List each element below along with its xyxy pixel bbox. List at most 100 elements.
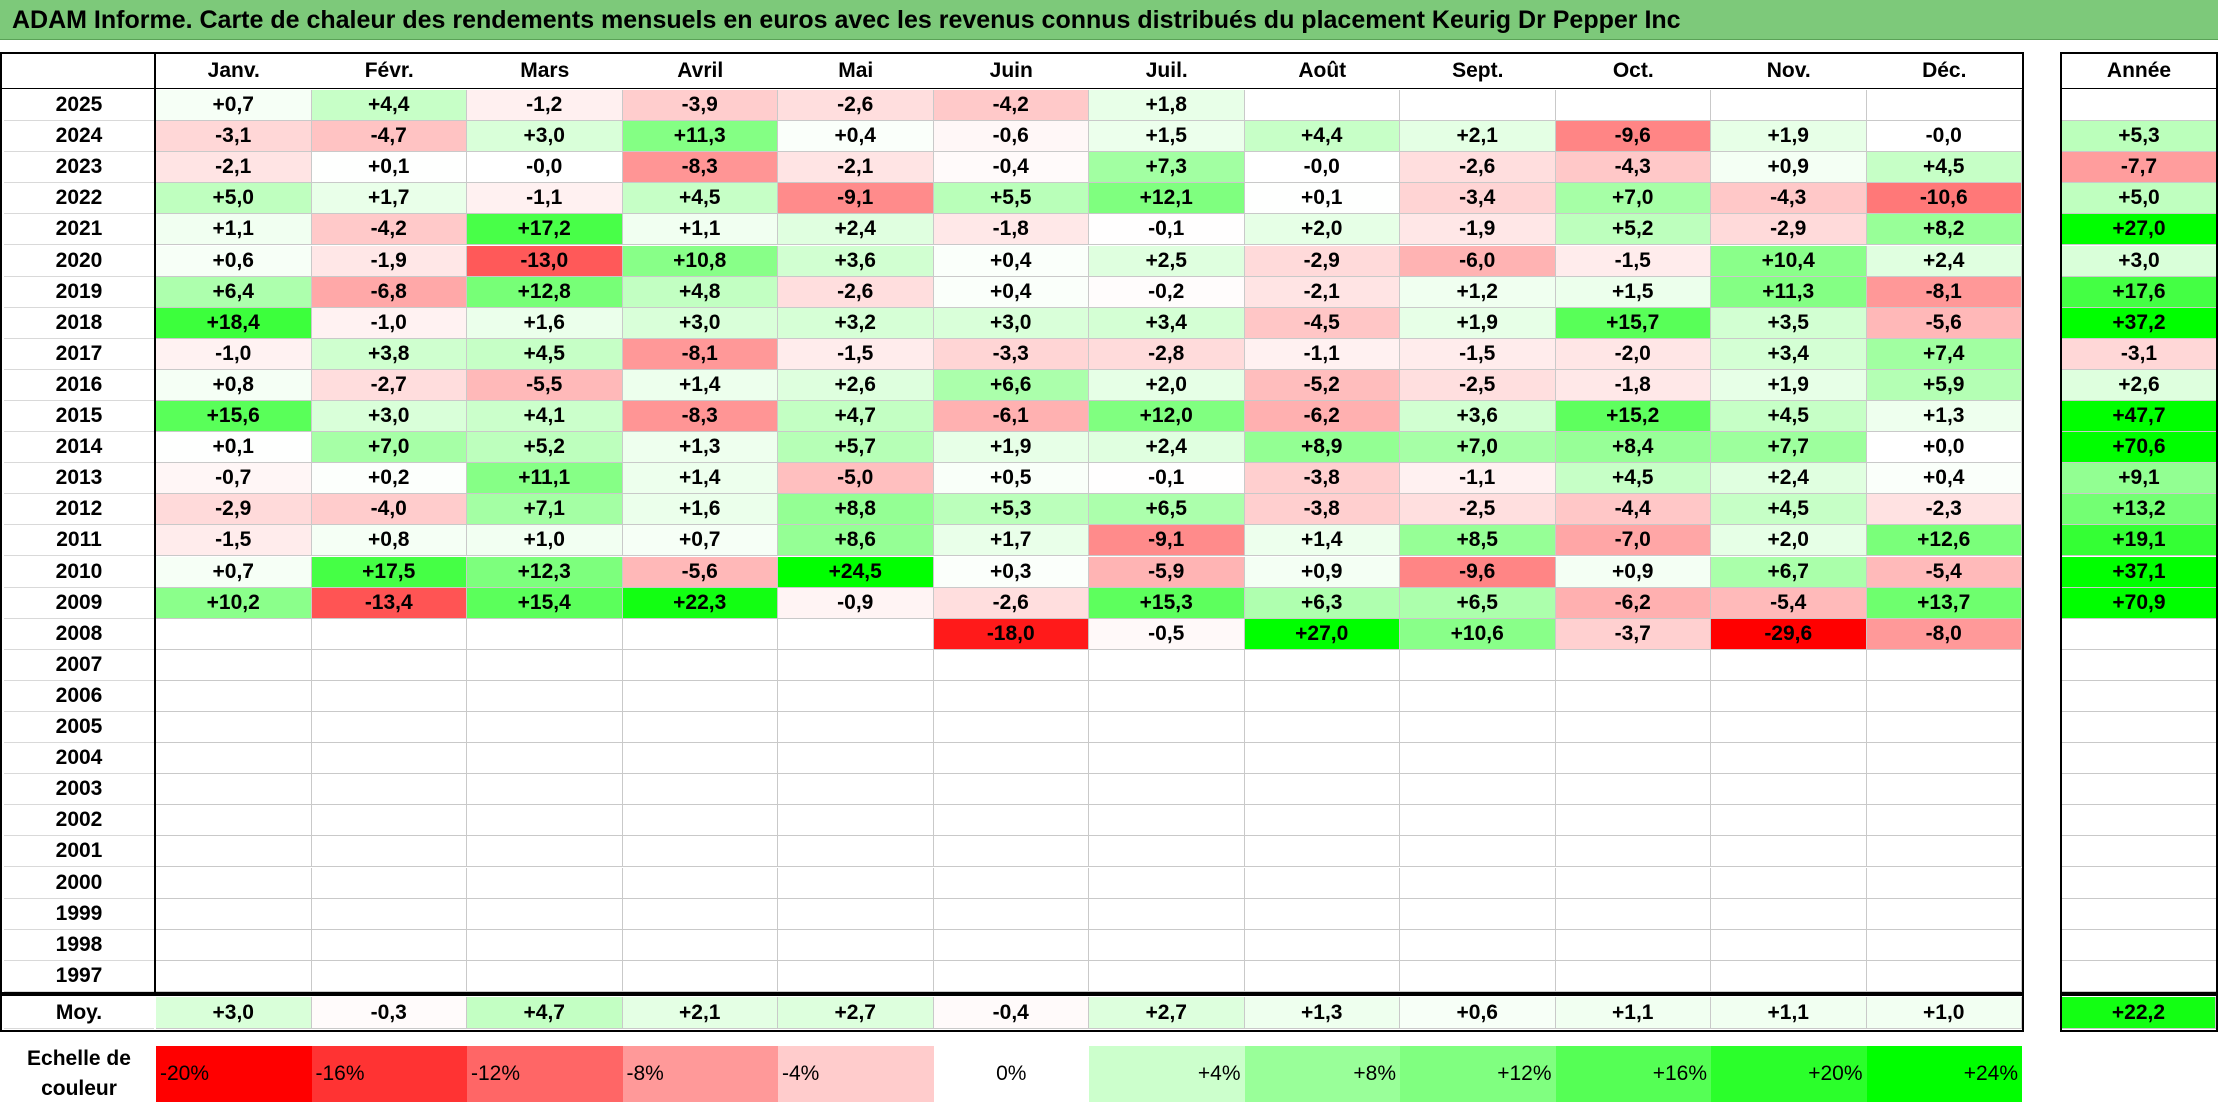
heatmap-cell — [1244, 90, 1400, 122]
heatmap-cell — [622, 649, 778, 681]
heatmap-cell: +24,5 — [778, 556, 934, 588]
heatmap-cell: +0,9 — [1244, 556, 1400, 588]
average-cell: +3,0 — [156, 997, 312, 1029]
average-label: Moy. — [4, 997, 154, 1029]
heatmap-cell: +3,6 — [778, 245, 934, 277]
color-scale-stop: -16% — [311, 1046, 467, 1102]
year-label: 2010 — [4, 557, 154, 588]
heatmap-cell — [933, 836, 1089, 868]
color-scale-stop: -12% — [467, 1046, 623, 1102]
heatmap-cell — [1244, 743, 1400, 775]
heatmap-cell: +4,1 — [467, 401, 623, 433]
heatmap-cell: +8,2 — [1866, 214, 2022, 246]
year-label: 2023 — [4, 152, 154, 184]
heatmap-cell: -1,8 — [1555, 369, 1711, 401]
heatmap-cell: -5,4 — [1866, 556, 2022, 588]
heatmap-cell — [622, 712, 778, 744]
annual-cell: -3,1 — [2062, 338, 2216, 370]
heatmap-cell: +3,6 — [1400, 401, 1556, 433]
year-label: 2007 — [4, 650, 154, 681]
heatmap-cell: +27,0 — [1244, 618, 1400, 650]
heatmap-cell: +12,3 — [467, 556, 623, 588]
average-cell: +2,7 — [1089, 997, 1245, 1029]
heatmap-cell: -9,6 — [1400, 556, 1556, 588]
heatmap-cell — [311, 649, 467, 681]
heatmap-cell — [467, 618, 623, 650]
heatmap-cell: +0,9 — [1555, 556, 1711, 588]
heatmap-cell — [1089, 743, 1245, 775]
heatmap-cell: +0,7 — [156, 556, 312, 588]
heatmap-cell — [311, 867, 467, 899]
heatmap-cell: -0,0 — [467, 152, 623, 184]
heatmap-cell: +0,8 — [156, 369, 312, 401]
heatmap-cell — [1866, 680, 2022, 712]
heatmap-cell: +2,4 — [1089, 432, 1245, 464]
heatmap-cell: +10,4 — [1711, 245, 1867, 277]
heatmap-cell — [1244, 929, 1400, 961]
heatmap-cell: +4,4 — [311, 90, 467, 122]
heatmap-cell — [778, 743, 934, 775]
heatmap-cell: +4,4 — [1244, 121, 1400, 153]
heatmap-cell: +5,9 — [1866, 369, 2022, 401]
heatmap-cell — [1711, 649, 1867, 681]
heatmap-cell — [622, 836, 778, 868]
heatmap-cell: +5,7 — [778, 432, 934, 464]
heatmap-cell: -1,5 — [156, 525, 312, 557]
annual-cell — [2062, 898, 2216, 930]
heatmap-cell: +0,4 — [933, 276, 1089, 308]
heatmap-cell: +0,1 — [1244, 183, 1400, 215]
heatmap-cell — [778, 680, 934, 712]
heatmap-cell: -2,6 — [933, 587, 1089, 619]
color-scale-stop: +16% — [1555, 1046, 1711, 1102]
heatmap-cell — [156, 960, 312, 992]
heatmap-cell: +1,9 — [1400, 307, 1556, 339]
heatmap-cell — [1244, 680, 1400, 712]
heatmap-cell — [311, 743, 467, 775]
heatmap-cell: -1,8 — [933, 214, 1089, 246]
month-header: Août — [1298, 59, 1347, 82]
heatmap-cell: +5,3 — [933, 494, 1089, 526]
heatmap-cell: +1,9 — [1711, 369, 1867, 401]
heatmap-cell — [622, 618, 778, 650]
heatmap-cell — [467, 898, 623, 930]
month-header: Avril — [677, 59, 724, 82]
year-label: 2012 — [4, 494, 154, 526]
heatmap-cell: +7,0 — [1555, 183, 1711, 215]
heatmap-cell — [467, 774, 623, 806]
heatmap-cell — [778, 805, 934, 837]
heatmap-cell: +18,4 — [156, 307, 312, 339]
heatmap-cell: +3,2 — [778, 307, 934, 339]
heatmap-cell — [933, 680, 1089, 712]
heatmap-cell: -5,6 — [1866, 307, 2022, 339]
heatmap-cell: -3,9 — [622, 90, 778, 122]
heatmap-cell — [1555, 712, 1711, 744]
heatmap-cell: +15,6 — [156, 401, 312, 433]
heatmap-cell: -5,2 — [1244, 369, 1400, 401]
year-label: 2018 — [4, 308, 154, 339]
year-label: 2011 — [4, 525, 154, 557]
heatmap-cell — [933, 898, 1089, 930]
heatmap-cell — [1400, 90, 1556, 122]
heatmap-cell — [156, 867, 312, 899]
heatmap-cell — [311, 805, 467, 837]
heatmap-cell: +4,7 — [778, 401, 934, 433]
year-label: 2015 — [4, 401, 154, 433]
heatmap-cell: -6,2 — [1555, 587, 1711, 619]
heatmap-cell: -4,3 — [1711, 183, 1867, 215]
heatmap-cell — [1866, 774, 2022, 806]
heatmap-cell: +2,0 — [1244, 214, 1400, 246]
annual-cell: +70,6 — [2062, 432, 2216, 464]
heatmap-cell: -5,6 — [622, 556, 778, 588]
color-scale-stop: +12% — [1400, 1046, 1556, 1102]
heatmap-cell: -2,1 — [156, 152, 312, 184]
heatmap-cell: +15,4 — [467, 587, 623, 619]
heatmap-cell: +0,4 — [1866, 463, 2022, 495]
heatmap-cell — [1400, 649, 1556, 681]
heatmap-cell — [156, 805, 312, 837]
heatmap-cell — [311, 836, 467, 868]
heatmap-cell: +8,9 — [1244, 432, 1400, 464]
heatmap-cell — [1866, 867, 2022, 899]
heatmap-cell: -0,6 — [933, 121, 1089, 153]
color-scale-stop: +24% — [1866, 1046, 2022, 1102]
heatmap-cell: +3,4 — [1089, 307, 1245, 339]
